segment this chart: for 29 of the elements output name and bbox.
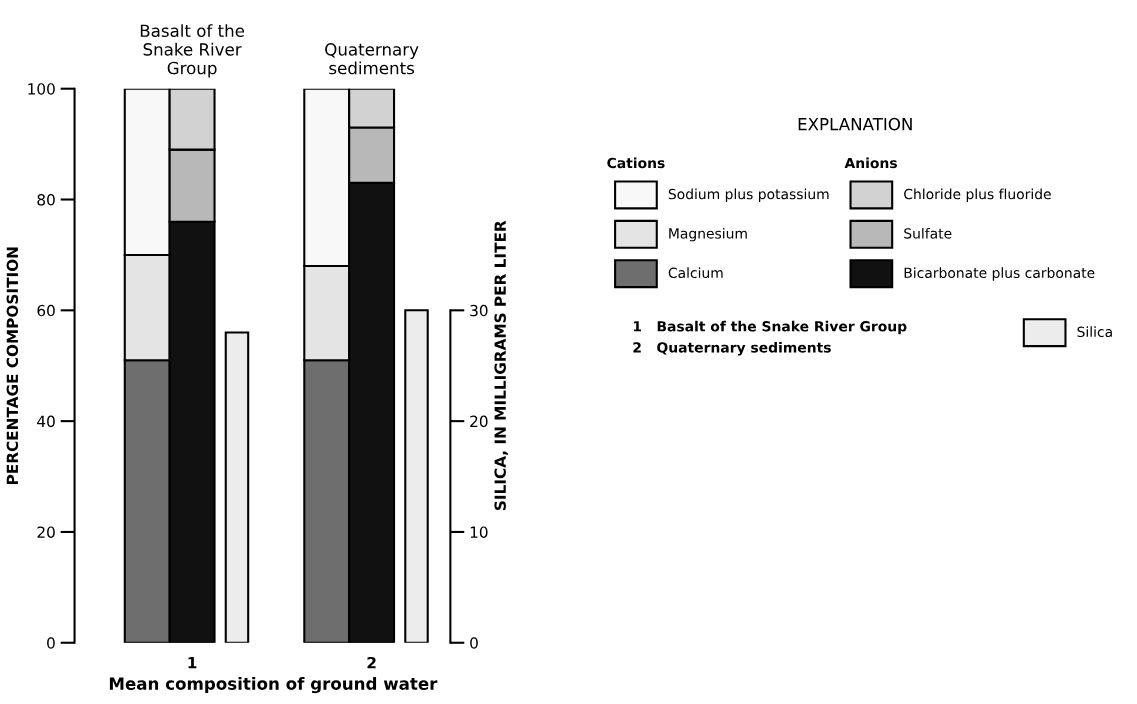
y2-axis-title: SILICA, IN MILLIGRAMS PER LITER	[494, 220, 508, 511]
legend-label: Bicarbonate plus carbonate	[904, 267, 1095, 281]
annotation: Basalt of the Snake River Group	[140, 24, 245, 78]
y2-tick-label: 0	[470, 637, 478, 649]
legend-label: Sodium plus potassium	[668, 188, 829, 202]
legend-label: Magnesium	[669, 227, 747, 242]
y-tick-label: 60	[37, 304, 55, 317]
y-tick-label: 80	[37, 193, 55, 206]
text: 1 Basalt of the Snake River Group	[633, 320, 907, 335]
x-tick-label: 2	[367, 656, 376, 669]
y-tick-label: 100	[28, 83, 55, 95]
x-axis-title: Mean composition of ground water	[109, 676, 438, 694]
annotation: Quaternary sediments	[325, 43, 419, 75]
legend-label: Silica	[1077, 326, 1112, 338]
legend-title: EXPLANATION	[798, 117, 912, 131]
y-axis-title: PERCENTAGE COMPOSITION	[6, 247, 19, 484]
y-tick-label: 0	[47, 637, 55, 649]
text: 2 Quaternary sediments	[633, 341, 831, 356]
y-tick-label: 20	[37, 526, 55, 538]
y2-tick-label: 30	[470, 304, 488, 317]
text: Cations	[607, 157, 665, 169]
x-tick-label: 1	[188, 657, 197, 669]
text: Anions	[844, 157, 897, 169]
y2-tick-label: 20	[470, 415, 488, 428]
y-tick-label: 40	[37, 415, 55, 428]
legend-label: Chloride plus fluoride	[904, 188, 1051, 202]
legend-label: Calcium	[668, 267, 723, 279]
legend-label: Sulfate	[904, 227, 952, 239]
y2-tick-label: 10	[470, 526, 488, 538]
